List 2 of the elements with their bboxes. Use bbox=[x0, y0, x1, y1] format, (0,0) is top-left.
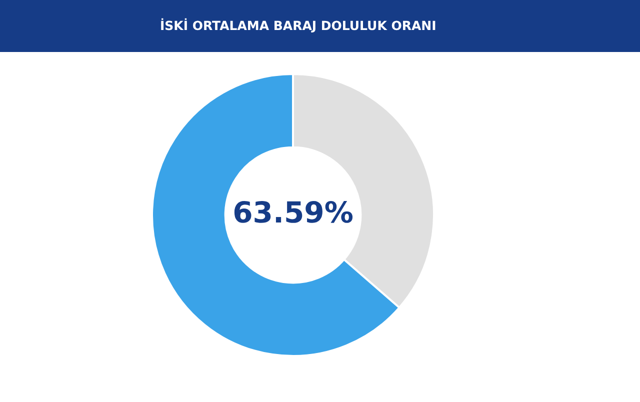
data-label: 63.59% bbox=[232, 196, 354, 230]
chart-title: İSKİ ORTALAMA BARAJ DOLULUK ORANI bbox=[0, 0, 640, 52]
